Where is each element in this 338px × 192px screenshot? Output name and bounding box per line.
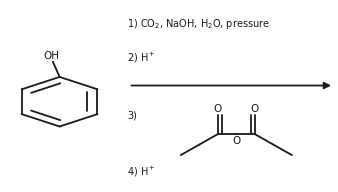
Text: OH: OH (43, 51, 59, 61)
Text: 1) CO$_2$, NaOH, H$_2$O, pressure: 1) CO$_2$, NaOH, H$_2$O, pressure (127, 17, 270, 31)
Text: 4) H$^+$: 4) H$^+$ (127, 165, 155, 179)
Text: O: O (251, 104, 259, 114)
Text: O: O (214, 104, 222, 114)
Text: 2) H$^+$: 2) H$^+$ (127, 51, 155, 65)
Text: 3): 3) (127, 110, 137, 120)
Text: O: O (232, 136, 240, 146)
